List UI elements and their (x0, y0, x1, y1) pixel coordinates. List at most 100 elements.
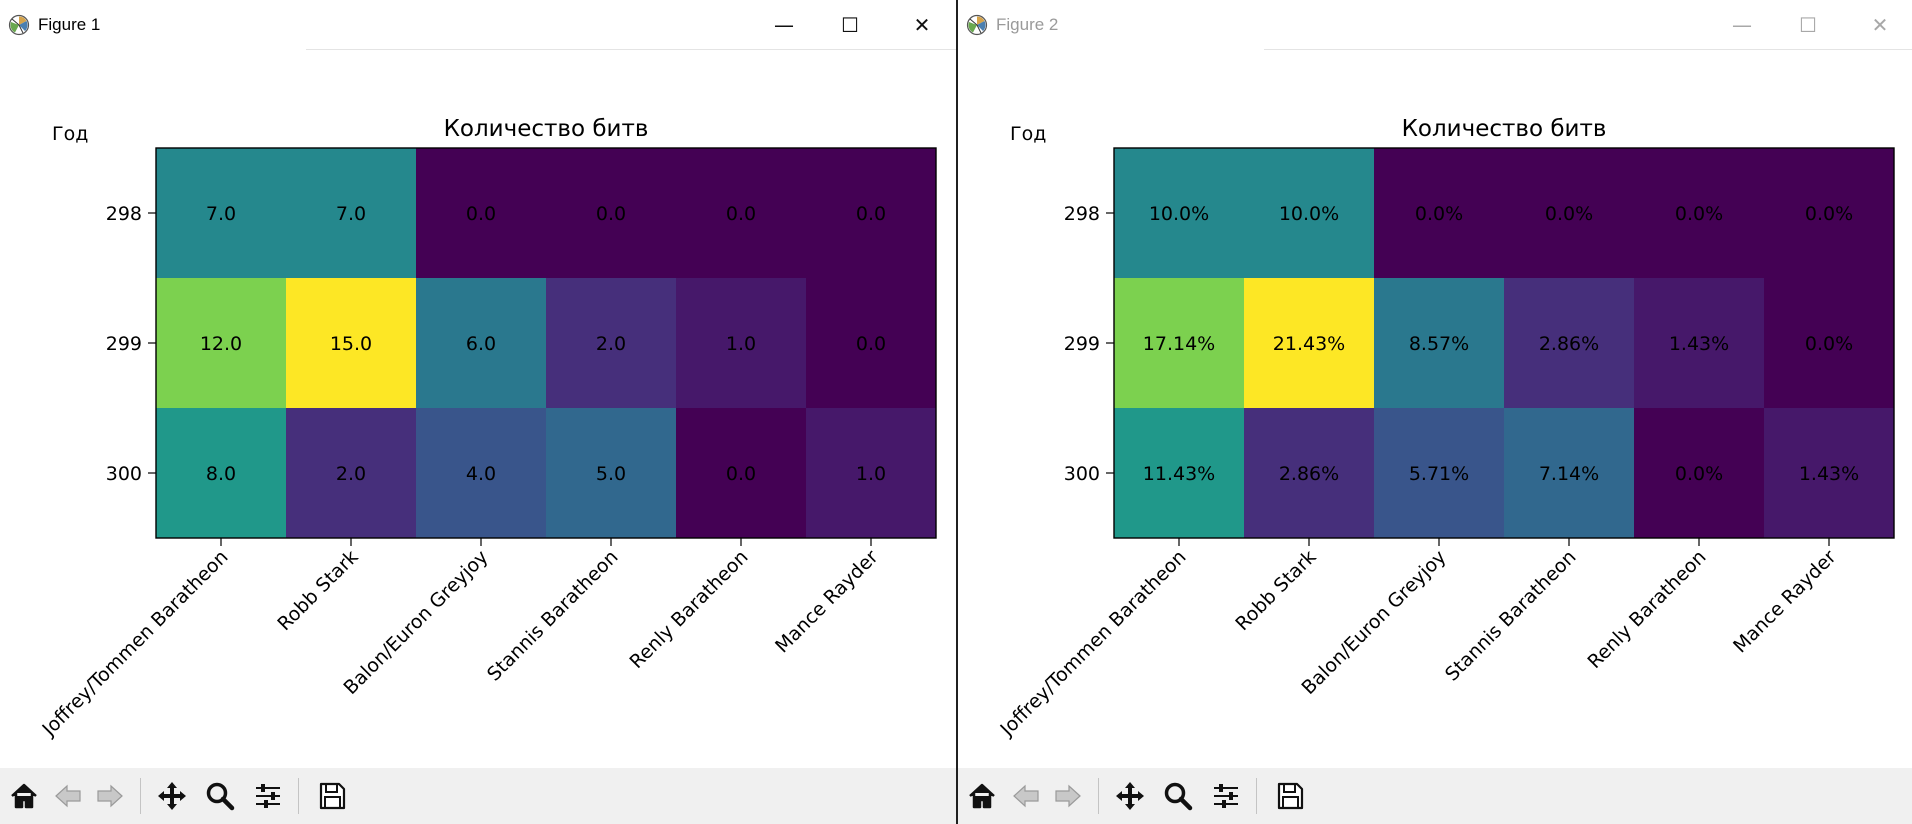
cell-value-label: 5.71% (1409, 463, 1469, 485)
pan-move-button[interactable] (152, 776, 192, 816)
toolbar-separator (1256, 778, 1257, 814)
cell-value-label: 1.0 (726, 333, 756, 355)
cell-value-label: 7.0 (336, 203, 366, 225)
configure-subplots-icon (256, 784, 280, 808)
window-title: Figure 2 (996, 15, 1059, 34)
zoom-magnifier-button[interactable] (200, 776, 240, 816)
save-floppy-icon (319, 782, 346, 810)
configure-subplots-button[interactable] (248, 776, 288, 816)
heatmap-cell (156, 148, 287, 279)
cell-value-label: 4.0 (466, 463, 496, 485)
back-arrow-button[interactable] (1006, 776, 1046, 816)
back-arrow-icon (55, 784, 81, 808)
heatmap-cell (416, 148, 547, 279)
cell-value-label: 7.0 (206, 203, 236, 225)
minimize-button[interactable]: — (774, 13, 794, 37)
cell-value-label: 2.0 (336, 463, 366, 485)
zoom-magnifier-icon (1164, 782, 1193, 811)
title-bar[interactable]: Figure 2 — ☐ ✕ (958, 0, 1912, 50)
home-button[interactable] (4, 776, 44, 816)
heatmap-cell (1114, 278, 1245, 409)
y-tick-label: 300 (1064, 463, 1100, 485)
minimize-button[interactable]: — (1732, 13, 1752, 37)
y-tick-label: 298 (106, 203, 142, 225)
cell-value-label: 8.0 (206, 463, 236, 485)
back-arrow-button[interactable] (48, 776, 88, 816)
heatmap-cell (1634, 278, 1765, 409)
cell-value-label: 10.0% (1279, 203, 1339, 225)
y-tick-label: 299 (1064, 333, 1100, 355)
heatmap-cell (1244, 408, 1375, 539)
close-button[interactable]: ✕ (1871, 13, 1889, 37)
zoom-magnifier-button[interactable] (1158, 776, 1198, 816)
save-floppy-button[interactable] (1270, 776, 1310, 816)
heatmap-figure[interactable]: Количество битв Год 7.0 7.0 0.0 0.0 0.0 0.0 12.0… (0, 50, 956, 768)
heatmap-cell (546, 148, 677, 279)
navigation-toolbar (0, 768, 956, 824)
title-separator (1264, 49, 1912, 50)
x-tick-label: Robb Stark (1231, 546, 1320, 635)
y-axis-label: Год (52, 123, 88, 145)
x-tick-label: Mance Rayder (1729, 546, 1840, 657)
cell-value-label: 15.0 (330, 333, 372, 355)
x-tick-label: Balon/Euron Greyjoy (1298, 546, 1451, 699)
cell-value-label: 0.0% (1805, 333, 1853, 355)
save-floppy-button[interactable] (312, 776, 352, 816)
cell-value-label: 2.0 (596, 333, 626, 355)
title-bar[interactable]: Figure 1 — ☐ ✕ (0, 0, 956, 50)
x-tick-label: Balon/Euron Greyjoy (340, 546, 493, 699)
maximize-button[interactable]: ☐ (841, 13, 859, 37)
cell-value-label: 21.43% (1273, 333, 1345, 355)
cell-value-label: 11.43% (1143, 463, 1215, 485)
heatmap-cell (546, 278, 677, 409)
heatmap-cell (1634, 148, 1765, 279)
x-tick-label: Mance Rayder (771, 546, 882, 657)
heatmap-cell (1374, 408, 1505, 539)
forward-arrow-button[interactable] (1048, 776, 1088, 816)
cell-value-label: 0.0% (1675, 463, 1723, 485)
y-axis-label: Год (1010, 123, 1046, 145)
heatmap-cell (806, 278, 937, 409)
cell-value-label: 0.0% (1545, 203, 1593, 225)
cell-value-label: 0.0% (1805, 203, 1853, 225)
configure-subplots-button[interactable] (1206, 776, 1246, 816)
forward-arrow-button[interactable] (90, 776, 130, 816)
close-button[interactable]: ✕ (913, 13, 931, 37)
cell-value-label: 1.43% (1799, 463, 1859, 485)
heatmap-cell (546, 408, 677, 539)
toolbar-separator (140, 778, 141, 814)
home-icon (969, 783, 995, 809)
toolbar-separator (298, 778, 299, 814)
matplotlib-logo-icon (966, 14, 988, 36)
heatmap-cell (1634, 408, 1765, 539)
heatmap-cell (806, 408, 937, 539)
pan-move-icon (1116, 782, 1144, 810)
cell-value-label: 7.14% (1539, 463, 1599, 485)
window-title: Figure 1 (38, 15, 101, 34)
heatmap-cell (1374, 148, 1505, 279)
cell-value-label: 12.0 (200, 333, 242, 355)
zoom-magnifier-icon (206, 782, 235, 811)
cell-value-label: 8.57% (1409, 333, 1469, 355)
save-floppy-icon (1277, 782, 1304, 810)
heatmap-cell (1504, 148, 1635, 279)
figure-1-window[interactable]: Figure 1 — ☐ ✕ Количество битв Год 7.0 7.0 0… (0, 0, 956, 824)
x-tick-label: Joffrey/Tommen Baratheon (995, 546, 1190, 741)
pan-move-button[interactable] (1110, 776, 1150, 816)
maximize-button[interactable]: ☐ (1799, 13, 1817, 37)
x-tick-label: Renly Baratheon (1584, 546, 1711, 673)
cell-value-label: 2.86% (1539, 333, 1599, 355)
pan-move-icon (158, 782, 186, 810)
title-separator (306, 49, 956, 50)
cell-value-label: 0.0% (1415, 203, 1463, 225)
heatmap-figure[interactable]: Количество битв Год 10.0% 10.0% 0.0% 0.0% 0.0%… (958, 50, 1912, 768)
cell-value-label: 6.0 (466, 333, 496, 355)
x-tick-label: Renly Baratheon (626, 546, 753, 673)
navigation-toolbar (958, 768, 1912, 824)
figure-2-window[interactable]: Figure 2 — ☐ ✕ Количество битв Год 10.0% 10… (958, 0, 1912, 824)
home-button[interactable] (962, 776, 1002, 816)
x-tick-label: Joffrey/Tommen Baratheon (37, 546, 232, 741)
heatmap-cell (676, 148, 807, 279)
heatmap-cell (416, 278, 547, 409)
cell-value-label: 1.43% (1669, 333, 1729, 355)
